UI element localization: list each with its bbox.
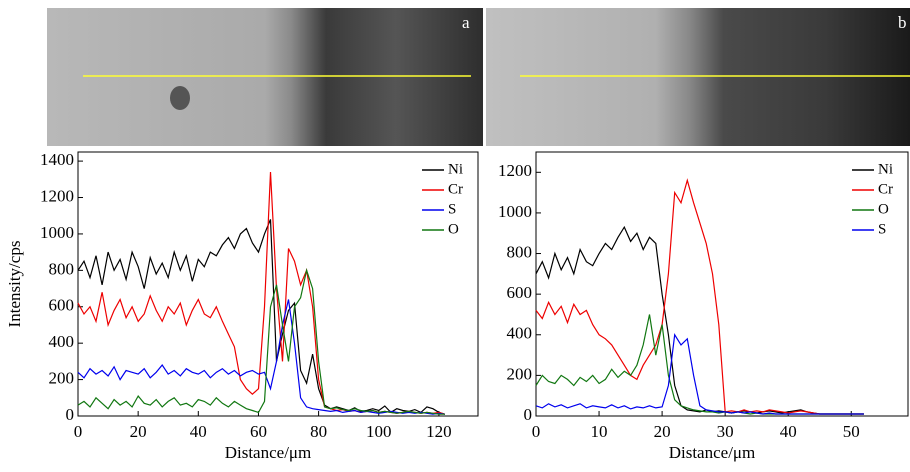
x-tick-label: 40	[780, 422, 797, 441]
x-tick-label: 20	[130, 422, 147, 441]
x-tick-label: 0	[532, 422, 541, 441]
y-tick-label: 1400	[40, 150, 74, 169]
y-tick-label: 0	[524, 405, 533, 424]
y-tick-label: 1000	[498, 202, 532, 221]
data-line	[77, 268, 445, 415]
data-line	[77, 219, 446, 415]
data-line	[535, 314, 864, 415]
y-tick-label: 200	[507, 364, 533, 383]
legend-label: Ni	[878, 161, 893, 177]
x-tick-label: 50	[843, 422, 860, 441]
y-axis-title: Intensity/cps	[5, 241, 24, 328]
x-axis-title: Distance/μm	[669, 443, 756, 462]
y-tick-label: 0	[66, 405, 75, 424]
panel-label: a	[462, 13, 470, 32]
y-tick-label: 400	[507, 324, 533, 343]
legend-label: S	[448, 201, 456, 217]
legend-label: Cr	[878, 181, 893, 197]
x-tick-label: 30	[717, 422, 734, 441]
x-tick-label: 100	[366, 422, 392, 441]
x-axis-title: Distance/μm	[225, 443, 312, 462]
y-tick-label: 200	[49, 368, 75, 387]
data-line	[535, 333, 864, 415]
x-tick-label: 40	[190, 422, 207, 441]
y-tick-label: 800	[507, 242, 533, 261]
legend-label: Cr	[448, 181, 463, 197]
sem-image	[486, 8, 910, 146]
y-tick-label: 600	[49, 296, 75, 315]
x-tick-label: 10	[591, 422, 608, 441]
legend-label: O	[878, 201, 889, 217]
legend-label: O	[448, 221, 459, 237]
pit	[170, 86, 190, 110]
data-line	[77, 171, 446, 415]
x-tick-label: 60	[250, 422, 267, 441]
sem-image	[47, 8, 483, 146]
y-tick-label: 800	[49, 259, 75, 278]
legend-label: Ni	[448, 161, 463, 177]
data-line	[535, 225, 864, 415]
x-tick-label: 80	[310, 422, 327, 441]
data-line	[535, 178, 864, 415]
y-tick-label: 600	[507, 283, 533, 302]
y-tick-label: 400	[49, 332, 75, 351]
panel-label: b	[898, 13, 907, 32]
legend-label: S	[878, 221, 886, 237]
data-line	[77, 299, 445, 415]
x-tick-label: 120	[426, 422, 452, 441]
y-tick-label: 1200	[40, 186, 74, 205]
x-tick-label: 20	[654, 422, 671, 441]
plot-frame	[77, 151, 479, 417]
x-tick-label: 0	[74, 422, 83, 441]
y-tick-label: 1200	[498, 161, 532, 180]
plot-frame	[535, 151, 909, 417]
y-tick-label: 1000	[40, 223, 74, 242]
